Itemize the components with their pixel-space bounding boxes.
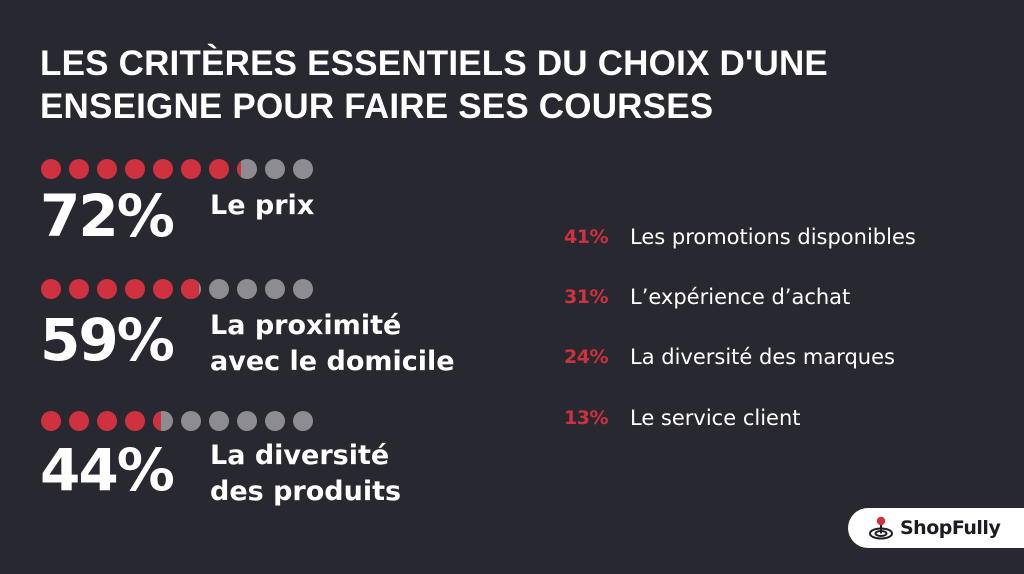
criterion-label-line: avec le domicile	[210, 346, 455, 377]
dot-filled	[69, 159, 89, 179]
target-pin-icon	[869, 516, 893, 540]
criterion-label: La diversité des marques	[630, 345, 895, 369]
criterion-label: L’expérience d’achat	[630, 285, 851, 309]
criterion-item-price: 72% Le prix	[40, 158, 520, 268]
dot-empty	[293, 411, 313, 431]
criterion-row-experience: 31% L’expérience d’achat	[564, 282, 850, 312]
percentage-value: 24%	[564, 346, 608, 368]
criterion-label-line: des produits	[210, 476, 402, 507]
dot-filled	[97, 411, 117, 431]
dot-filled	[97, 159, 117, 179]
page-title: LES CRITÈRES ESSENTIELS DU CHOIX D'UNE E…	[40, 44, 828, 126]
dot-filled	[41, 279, 61, 299]
criterion-label-line: La proximité	[210, 310, 402, 341]
criterion-row-promotions: 41% Les promotions disponibles	[564, 222, 916, 252]
dot-filled	[41, 159, 61, 179]
percentage-value: 44%	[40, 436, 175, 504]
dot-filled	[209, 159, 229, 179]
dot-filled	[41, 411, 61, 431]
criterion-row-brand-diversity: 24% La diversité des marques	[564, 342, 895, 372]
criterion-label-line: La diversité	[210, 440, 390, 471]
brand-logo: ShopFully	[848, 508, 1024, 548]
dot-partial	[153, 411, 173, 431]
dot-filled	[97, 279, 117, 299]
dot-empty	[237, 279, 257, 299]
dot-empty	[181, 411, 201, 431]
dot-empty	[265, 159, 285, 179]
percentage-value: 41%	[564, 226, 608, 248]
percentage-value: 72%	[40, 182, 175, 250]
percentage-value: 31%	[564, 286, 608, 308]
dot-scale	[41, 159, 313, 179]
dot-filled	[125, 411, 145, 431]
criterion-label: La proximité avec le domicile	[210, 308, 455, 380]
dot-empty	[237, 411, 257, 431]
dot-empty	[265, 411, 285, 431]
criterion-label: Les promotions disponibles	[630, 225, 916, 249]
criterion-label: Le service client	[630, 406, 801, 430]
dot-partial	[237, 159, 257, 179]
dot-empty	[265, 279, 285, 299]
criterion-label: La diversité des produits	[210, 438, 401, 510]
brand-name: ShopFully	[900, 517, 1001, 539]
percentage-value: 13%	[564, 407, 608, 429]
dot-filled	[125, 159, 145, 179]
criterion-item-proximity: 59% La proximité avec le domicile	[40, 278, 520, 388]
dot-scale	[41, 279, 313, 299]
dot-filled	[69, 411, 89, 431]
percentage-value: 59%	[40, 306, 175, 374]
dot-empty	[293, 159, 313, 179]
criterion-label: Le prix	[210, 188, 314, 224]
dot-empty	[209, 279, 229, 299]
dot-empty	[209, 411, 229, 431]
dot-filled	[181, 159, 201, 179]
dot-filled	[125, 279, 145, 299]
dot-filled	[153, 159, 173, 179]
criterion-item-product-diversity: 44% La diversité des produits	[40, 410, 520, 520]
criterion-row-customer-service: 13% Le service client	[564, 403, 801, 433]
dot-filled	[153, 279, 173, 299]
dot-partial	[181, 279, 201, 299]
criterion-label-line: Le prix	[210, 190, 315, 221]
dot-filled	[69, 279, 89, 299]
dot-scale	[41, 411, 313, 431]
dot-empty	[293, 279, 313, 299]
